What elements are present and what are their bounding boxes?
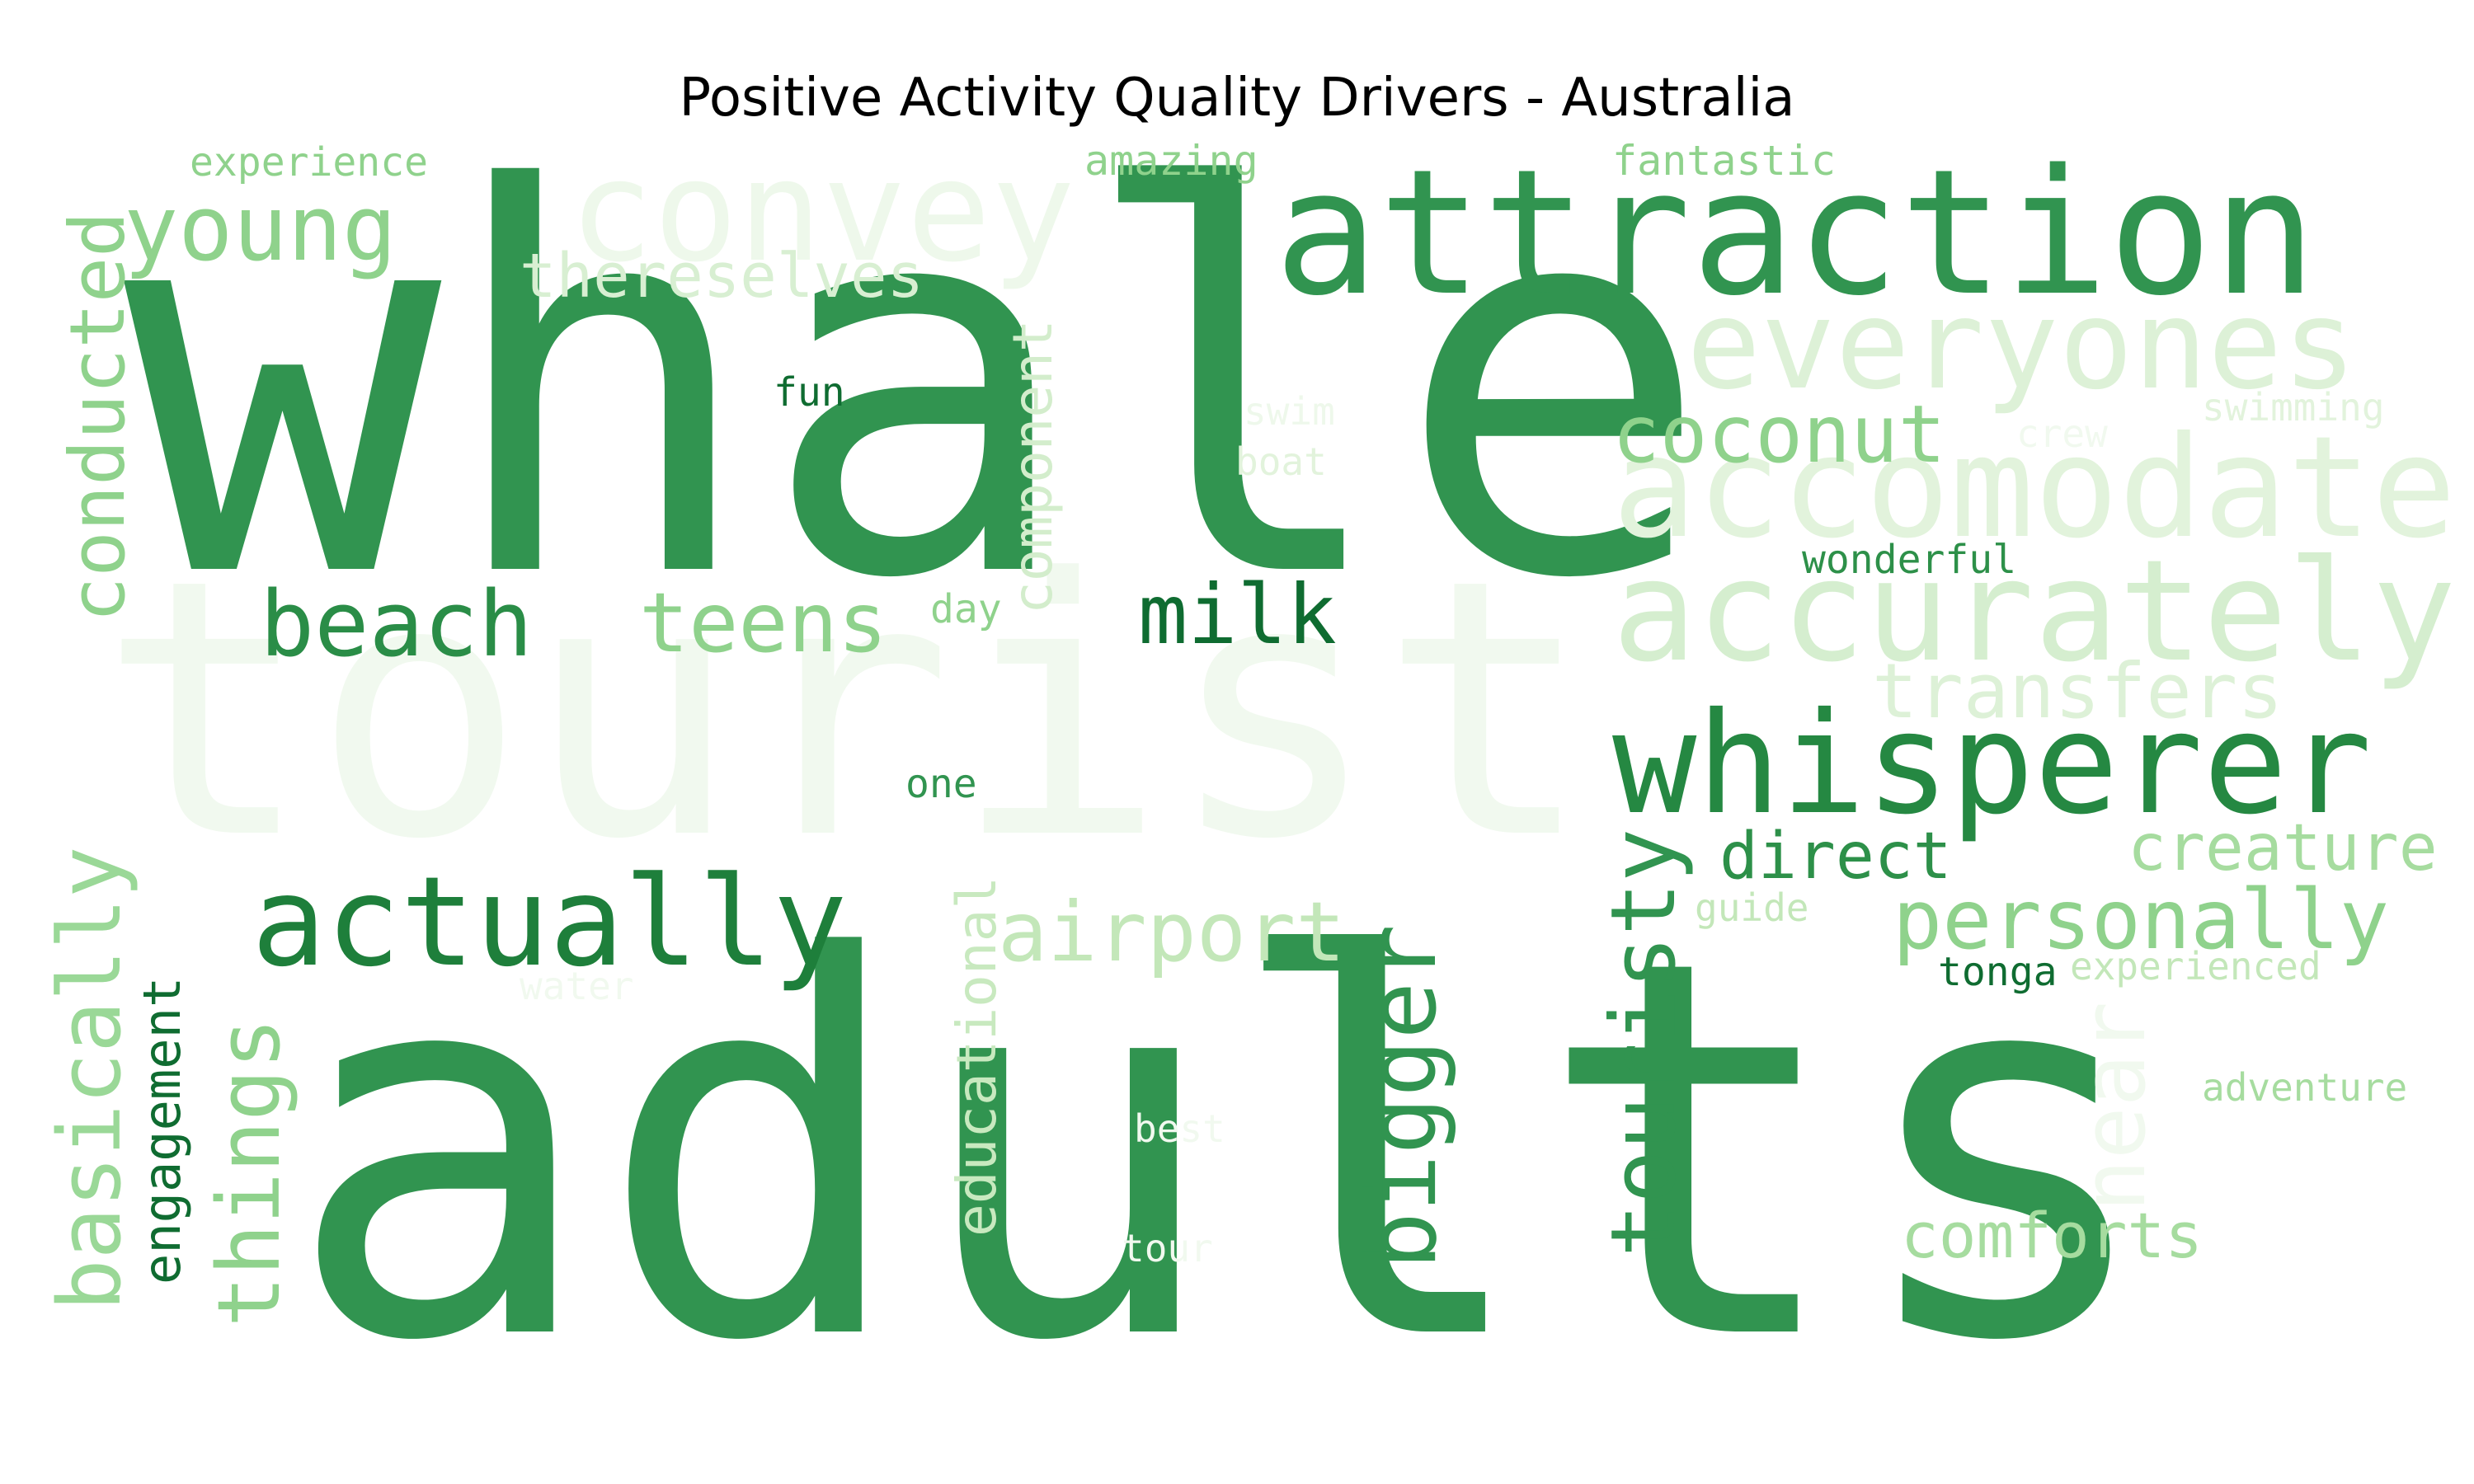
word-tonga: tonga [1938, 949, 2058, 995]
word-actually: actually [252, 851, 847, 994]
word-guide: guide [1695, 885, 1808, 930]
word-experience: experience [190, 139, 428, 186]
word-coconut: coconut [1612, 388, 1946, 481]
word-educational: educational [945, 876, 1009, 1237]
word-boat: boat [1235, 439, 1327, 484]
word-bigger: bigger [1347, 924, 1458, 1270]
word-conducted: conducted [54, 212, 142, 623]
word-fun: fun [774, 369, 845, 416]
word-whale: whale [124, 79, 1713, 693]
word-whisperer: whisperer [1612, 683, 2372, 846]
word-touristy: touristy [1592, 829, 1696, 1257]
word-attraction: attraction [1274, 132, 2316, 334]
word-one: one [905, 761, 977, 807]
word-water: water [520, 964, 633, 1008]
word-airport: airport [998, 884, 1345, 980]
word-things: things [199, 1017, 299, 1327]
word-accurately: accurately [1612, 530, 2457, 693]
word-best: best [1134, 1106, 1225, 1151]
word-young: young [124, 176, 397, 281]
word-accomodate: accomodate [1612, 406, 2457, 570]
word-adventure: adventure [2202, 1065, 2407, 1110]
word-convey: convey [569, 130, 1075, 294]
word-basically: basically [40, 846, 140, 1311]
word-engagement: engagement [132, 977, 192, 1284]
word-thereselves: thereselves [520, 241, 924, 312]
word-experienced: experienced [2070, 944, 2321, 989]
chart-title: Positive Activity Quality Drivers - Aust… [679, 68, 1795, 129]
word-tour: tour [1122, 1226, 1213, 1270]
word-personally: personally [1893, 871, 2389, 968]
word-fantastic: fantastic [1612, 137, 1836, 185]
word-direct: direct [1719, 819, 1952, 894]
word-transfers: transfers [1872, 647, 2284, 735]
word-teens: teens [639, 575, 887, 671]
word-swimming: swimming [2202, 385, 2385, 430]
word-beach: beach [260, 571, 533, 677]
word-tourist: tourist [99, 505, 1593, 917]
word-adults: adults [285, 849, 2161, 1454]
word-amazing: amazing [1084, 137, 1258, 185]
word-swim: swim [1244, 389, 1335, 434]
word-wonderful: wonderful [1802, 537, 2016, 583]
word-day: day [930, 586, 1002, 632]
word-everyones: everyones [1686, 274, 2357, 417]
word-comforts: comforts [1901, 1199, 2203, 1272]
word-component: component [1001, 319, 1065, 614]
word-crew: crew [2016, 411, 2108, 456]
word-near: near [2063, 1002, 2165, 1212]
word-milk: milk [1138, 566, 1337, 663]
word-creature: creature [2128, 811, 2438, 885]
